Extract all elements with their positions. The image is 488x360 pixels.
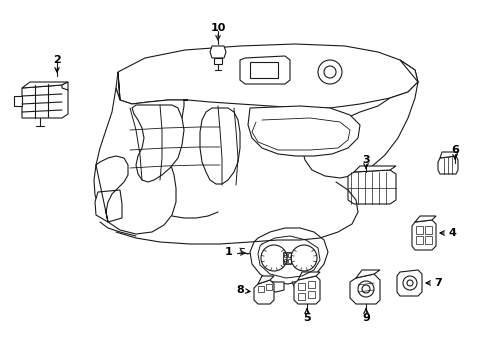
Polygon shape bbox=[437, 156, 457, 174]
Polygon shape bbox=[62, 82, 68, 90]
Bar bbox=[258, 286, 264, 292]
Polygon shape bbox=[247, 106, 359, 156]
Polygon shape bbox=[14, 96, 22, 106]
Polygon shape bbox=[258, 276, 273, 284]
Bar bbox=[424, 226, 431, 234]
Text: 5: 5 bbox=[303, 313, 310, 323]
Polygon shape bbox=[264, 282, 284, 292]
Polygon shape bbox=[349, 274, 379, 304]
Polygon shape bbox=[347, 170, 395, 204]
Polygon shape bbox=[396, 270, 421, 296]
Bar bbox=[297, 293, 305, 300]
Text: 10: 10 bbox=[210, 23, 225, 33]
Bar bbox=[415, 236, 422, 244]
Bar bbox=[424, 236, 431, 244]
Bar bbox=[307, 291, 314, 298]
Polygon shape bbox=[116, 44, 417, 108]
Polygon shape bbox=[240, 56, 289, 84]
Polygon shape bbox=[353, 166, 395, 172]
Text: 3: 3 bbox=[362, 155, 369, 165]
Bar bbox=[284, 259, 286, 263]
Bar bbox=[307, 281, 314, 288]
Polygon shape bbox=[302, 60, 417, 178]
Bar bbox=[287, 259, 290, 263]
Polygon shape bbox=[291, 282, 311, 292]
Bar bbox=[249, 62, 278, 78]
Bar bbox=[415, 226, 422, 234]
Polygon shape bbox=[249, 228, 327, 284]
Bar bbox=[297, 283, 305, 290]
Polygon shape bbox=[22, 85, 68, 118]
Polygon shape bbox=[200, 108, 240, 184]
Polygon shape bbox=[293, 276, 319, 304]
Text: 1: 1 bbox=[224, 247, 232, 257]
Polygon shape bbox=[439, 152, 457, 158]
Bar bbox=[265, 284, 271, 290]
Polygon shape bbox=[95, 190, 122, 222]
Polygon shape bbox=[209, 46, 225, 58]
Text: 4: 4 bbox=[447, 228, 455, 238]
Polygon shape bbox=[414, 216, 435, 222]
Text: 7: 7 bbox=[433, 278, 441, 288]
Polygon shape bbox=[22, 82, 68, 88]
Polygon shape bbox=[94, 72, 187, 234]
Polygon shape bbox=[355, 270, 379, 278]
Text: 6: 6 bbox=[450, 145, 458, 155]
Bar bbox=[284, 253, 286, 257]
Polygon shape bbox=[411, 220, 435, 250]
Polygon shape bbox=[297, 272, 319, 280]
Polygon shape bbox=[132, 105, 183, 182]
Text: 9: 9 bbox=[361, 313, 369, 323]
Text: 8: 8 bbox=[236, 285, 244, 295]
Text: 2: 2 bbox=[53, 55, 61, 65]
Bar bbox=[214, 58, 222, 64]
Bar bbox=[287, 253, 290, 257]
Bar bbox=[283, 252, 290, 264]
Polygon shape bbox=[253, 280, 273, 304]
